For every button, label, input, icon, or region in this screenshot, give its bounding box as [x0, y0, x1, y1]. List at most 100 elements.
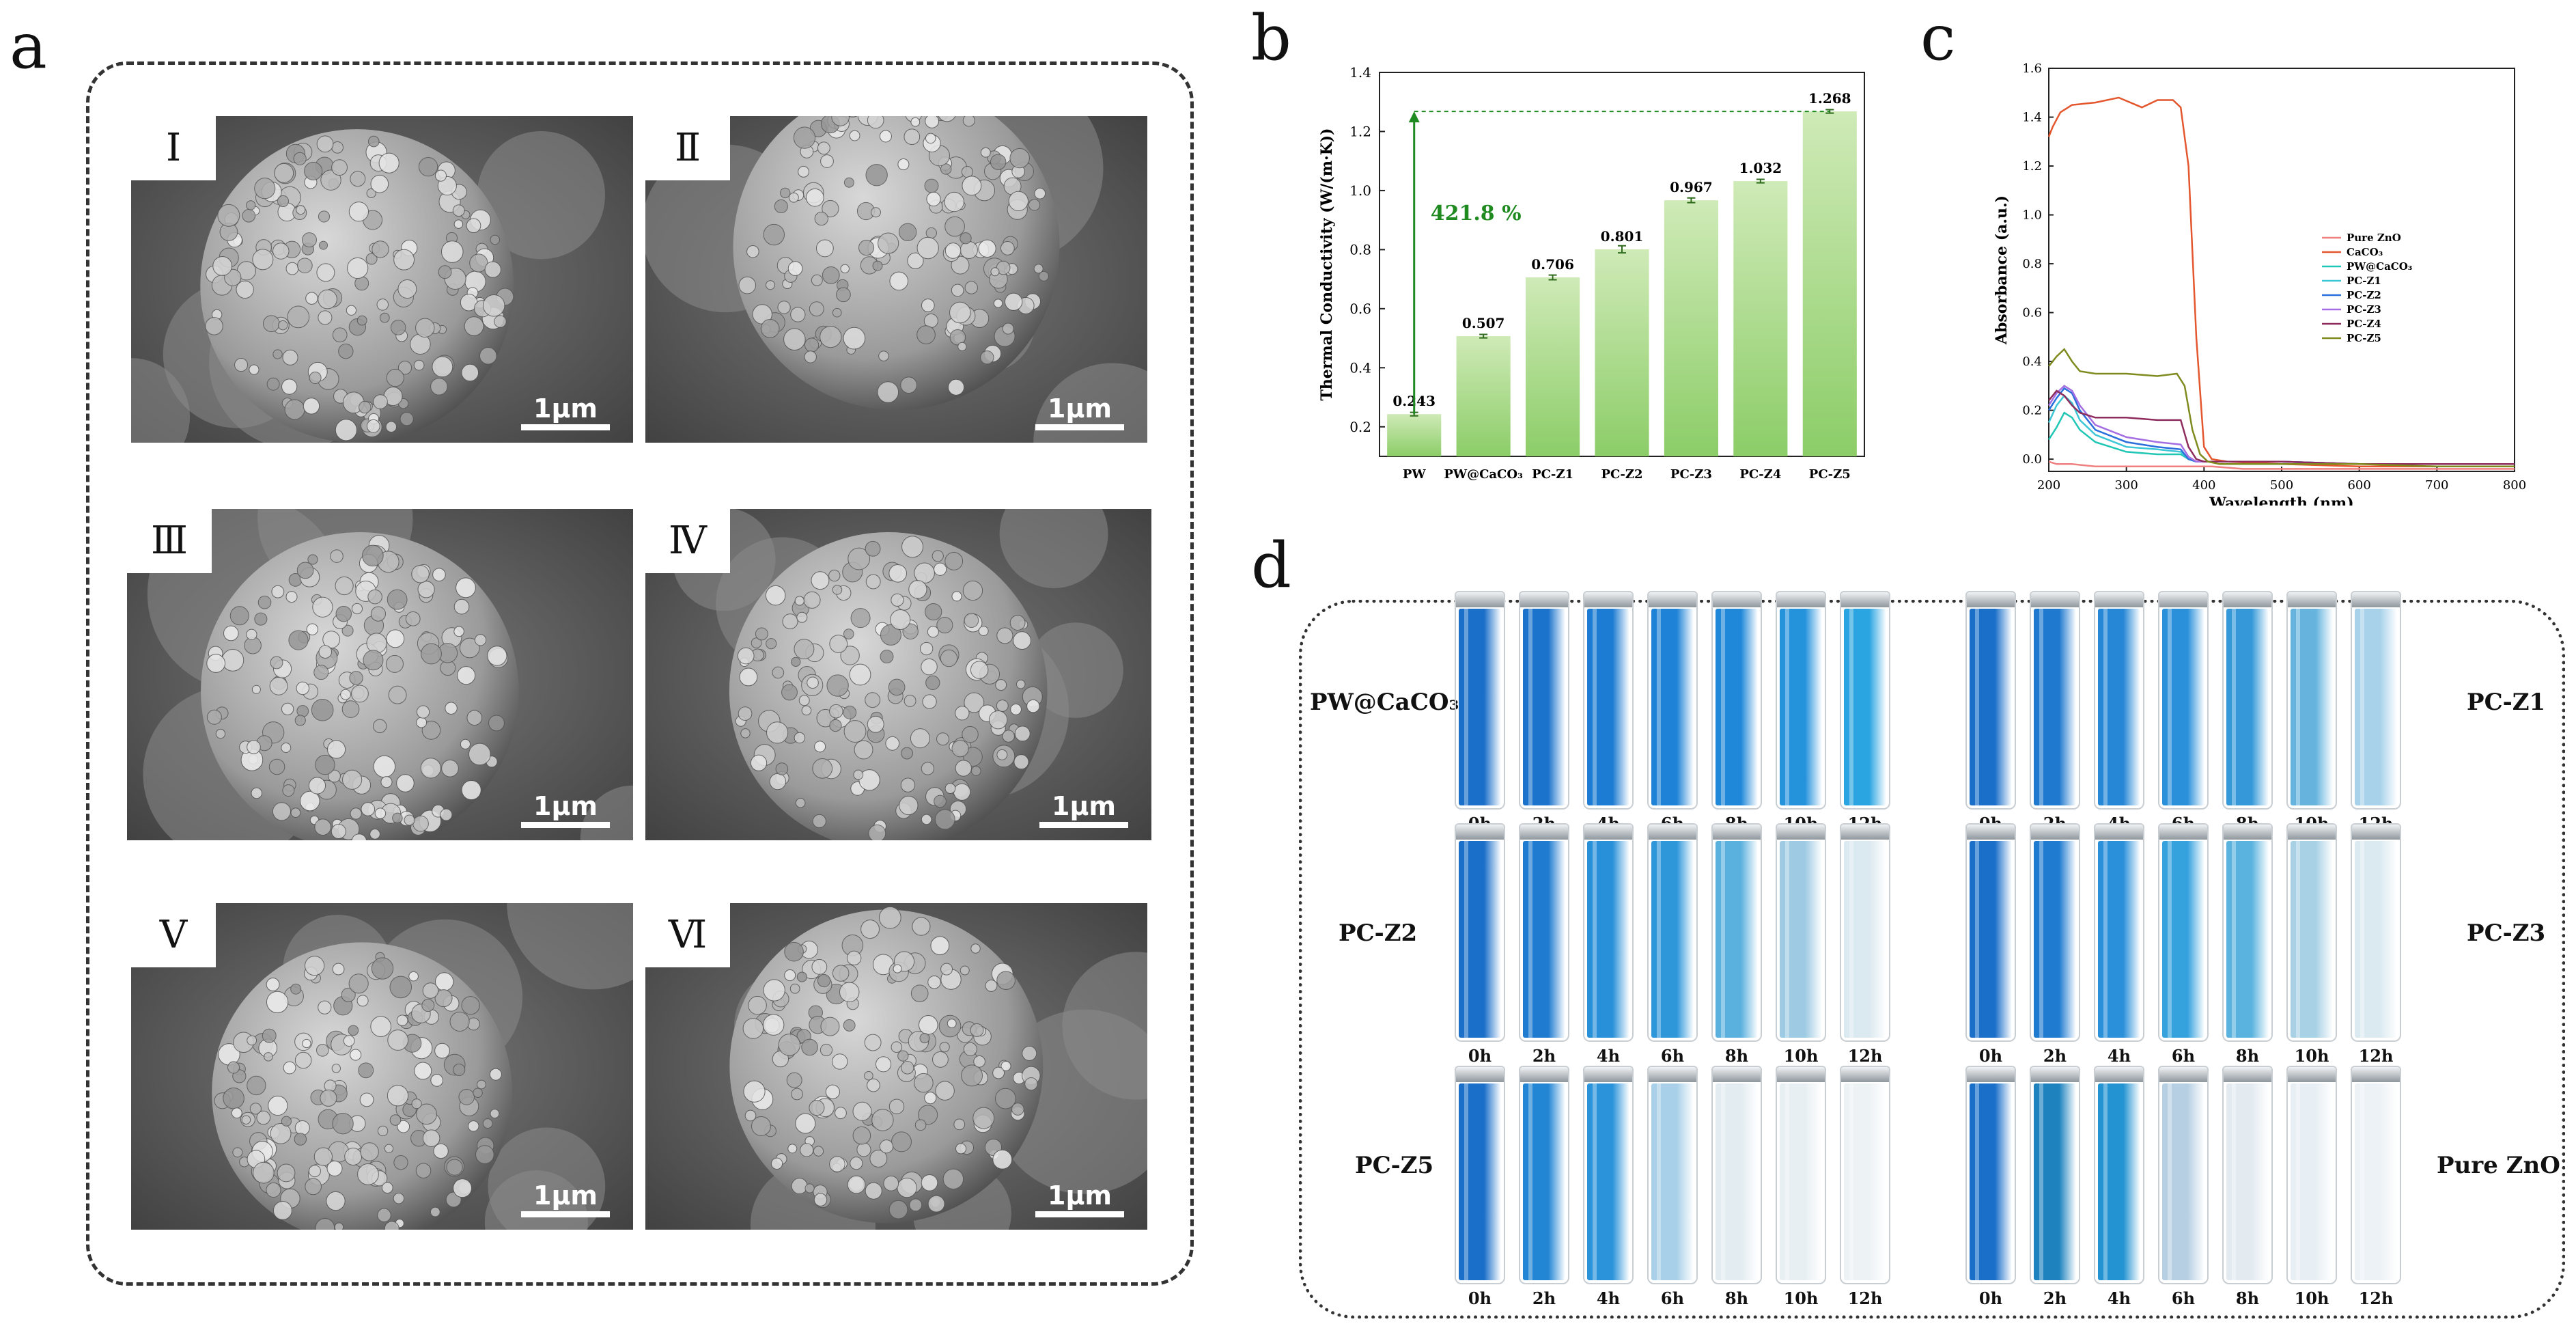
- dye-solution: [1523, 841, 1565, 1038]
- glass-highlight: [2103, 609, 2108, 805]
- cuvette: [2351, 823, 2401, 1042]
- dye-solution: [1716, 1083, 1758, 1280]
- time-label: 10h: [2294, 1046, 2329, 1066]
- y-tick-label: 1.0: [1349, 182, 1371, 199]
- scale-bar-line: [1039, 822, 1128, 828]
- scale-bar-line: [521, 822, 610, 828]
- cuvette-cap: [2224, 825, 2271, 840]
- cuvette-cap: [2095, 1067, 2143, 1082]
- cuvette: [1519, 591, 1569, 810]
- cuvette: [2158, 823, 2209, 1042]
- dye-solution: [1780, 609, 1822, 805]
- y-axis-label: Absorbance (a.u.): [1993, 195, 2011, 345]
- vial-panel-frame: [1299, 600, 2565, 1318]
- legend-entry: Pure ZnO: [2347, 232, 2401, 244]
- cuvette-cap: [2159, 825, 2207, 840]
- cuvette-cap: [2031, 592, 2079, 607]
- glass-highlight: [2168, 841, 2172, 1038]
- x-tick-label: PW: [1403, 467, 1427, 482]
- scale-bar: 1μm: [1035, 394, 1124, 430]
- time-label: 12h: [2358, 1288, 2394, 1308]
- sem-panel-label: Ⅲ: [127, 509, 212, 573]
- legend-entry: PC-Z3: [2347, 303, 2381, 316]
- bar-value-label: 0.801: [1601, 228, 1644, 245]
- cuvette-cap: [2224, 592, 2271, 607]
- dye-solution: [1651, 841, 1694, 1038]
- cuvette-cap: [1777, 592, 1825, 607]
- sem-panel-frame: [86, 61, 1194, 1286]
- dye-solution: [1459, 609, 1501, 805]
- glass-highlight: [1657, 609, 1661, 805]
- sample-group-label: Pure ZnO: [2437, 1152, 2560, 1179]
- glass-highlight: [2296, 609, 2300, 805]
- bar-value-label: 0.706: [1531, 256, 1574, 273]
- error-bar: [1618, 245, 1626, 254]
- bar: [1456, 336, 1511, 456]
- glass-highlight: [2039, 841, 2043, 1038]
- glass-highlight: [2360, 841, 2364, 1038]
- cuvette-cap: [1713, 1067, 1761, 1082]
- dye-solution: [2034, 841, 2076, 1038]
- x-axis-label: Wavelength (nm): [2209, 495, 2353, 506]
- series-line: [2047, 96, 2515, 468]
- cuvette-cap: [2159, 1067, 2207, 1082]
- bar: [1733, 181, 1788, 456]
- time-label: 8h: [2235, 1288, 2260, 1308]
- time-label: 10h: [1783, 1288, 1819, 1308]
- dye-solution: [2355, 609, 2397, 805]
- sample-group-label: PW@CaCO₃: [1310, 689, 1459, 716]
- arrow-head: [1408, 111, 1420, 123]
- series-line: [2047, 385, 2515, 465]
- y-tick-label: 0.2: [1349, 419, 1371, 435]
- increase-percentage: 421.8 %: [1431, 202, 1522, 225]
- cuvette: [2286, 591, 2337, 810]
- cuvette: [1519, 1066, 1569, 1284]
- glass-highlight: [2232, 1083, 2236, 1280]
- cuvette: [1647, 591, 1698, 810]
- y-tick-label: 0.6: [2022, 306, 2042, 320]
- cuvette: [2351, 1066, 2401, 1284]
- sample-group-label: PC-Z2: [1339, 920, 1418, 947]
- dye-solution: [2098, 609, 2140, 805]
- glass-highlight: [2103, 841, 2108, 1038]
- dye-solution: [2355, 841, 2397, 1038]
- scale-bar-line: [1035, 424, 1124, 430]
- cuvette: [1776, 1066, 1826, 1284]
- cuvette: [2222, 591, 2273, 810]
- x-tick-label: 600: [2347, 478, 2370, 493]
- cuvette: [2030, 1066, 2080, 1284]
- cuvette-cap: [1713, 592, 1761, 607]
- cuvette-cap: [1841, 1067, 1889, 1082]
- dye-solution: [1844, 841, 1886, 1038]
- cuvette: [1711, 1066, 1762, 1284]
- cuvette-cap: [1967, 592, 2015, 607]
- legend-entry: PW@CaCO₃: [2347, 260, 2412, 273]
- glass-highlight: [1593, 841, 1597, 1038]
- time-label: 8h: [2235, 1046, 2260, 1066]
- cuvette-cap: [2095, 825, 2143, 840]
- bar: [1526, 277, 1580, 456]
- glass-highlight: [2360, 609, 2364, 805]
- sem-panel-label: Ⅵ: [645, 903, 730, 967]
- cuvette: [1776, 591, 1826, 810]
- time-label: 6h: [2171, 1046, 2196, 1066]
- y-tick-label: 1.4: [1349, 64, 1371, 81]
- panel-letter-a: a: [10, 10, 47, 83]
- sem-micrograph: [127, 509, 633, 840]
- error-bar: [1479, 333, 1488, 339]
- dye-solution: [2162, 1083, 2204, 1280]
- time-label: 8h: [1724, 1046, 1749, 1066]
- glass-highlight: [2232, 841, 2236, 1038]
- x-tick-label: 200: [2037, 478, 2060, 493]
- dye-solution: [2162, 841, 2204, 1038]
- time-label: 8h: [1724, 1288, 1749, 1308]
- series-line: [2048, 460, 2515, 470]
- glass-highlight: [1657, 841, 1661, 1038]
- x-tick-label: 500: [2270, 478, 2293, 493]
- dye-solution: [2291, 1083, 2333, 1280]
- glass-highlight: [2168, 609, 2172, 805]
- y-tick-label: 0.4: [1349, 359, 1371, 376]
- bar: [1387, 414, 1442, 456]
- x-tick-label: PC-Z3: [1670, 467, 1712, 482]
- dye-solution: [1651, 609, 1694, 805]
